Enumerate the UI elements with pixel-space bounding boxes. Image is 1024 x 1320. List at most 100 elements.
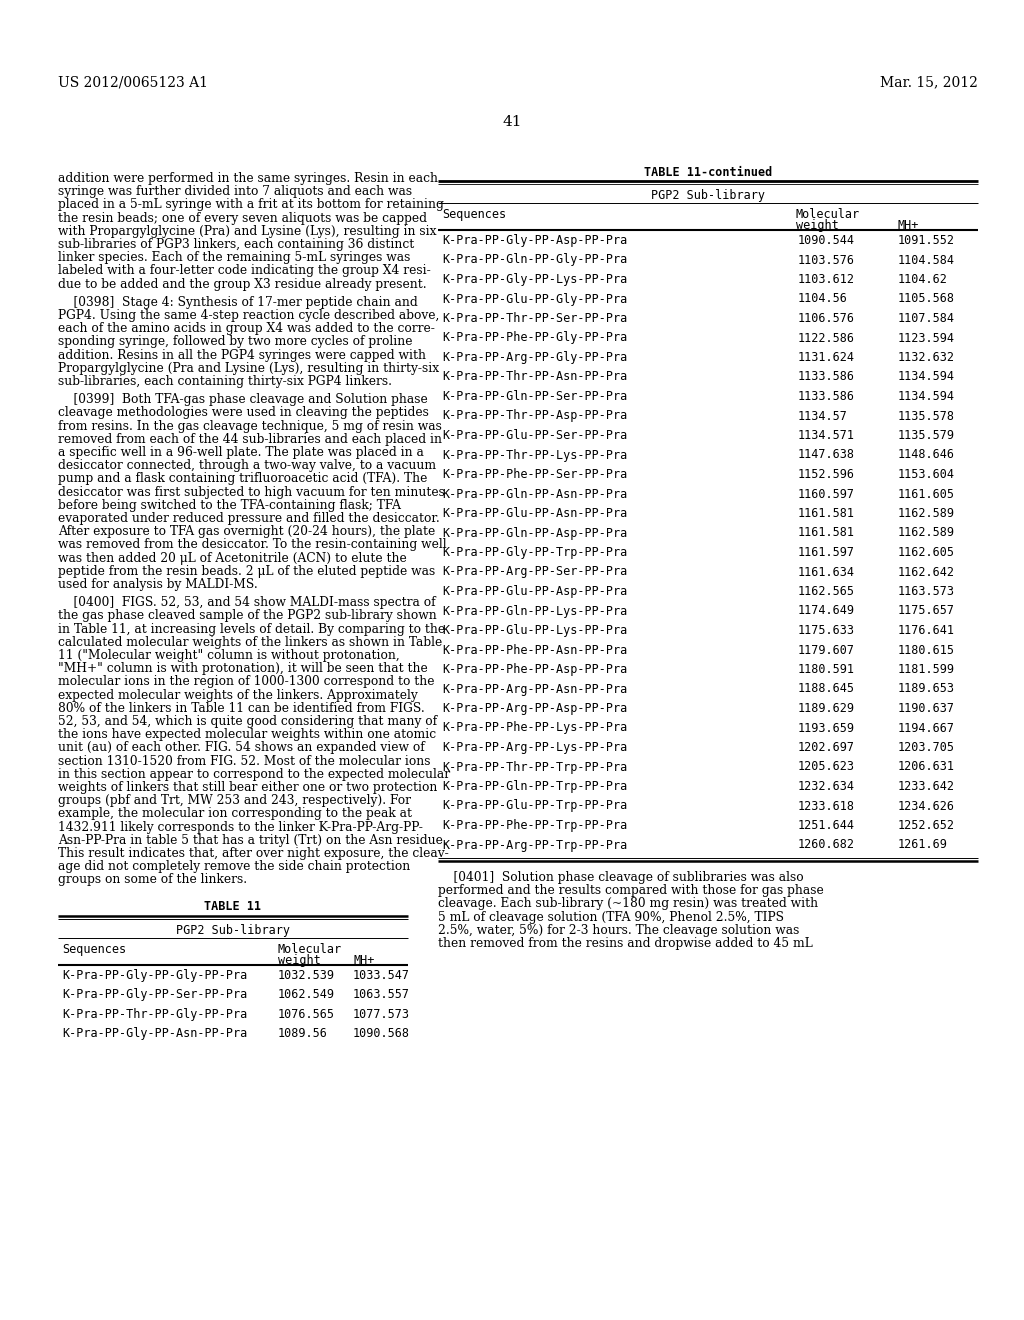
Text: K-Pra-PP-Phe-PP-Gly-PP-Pra: K-Pra-PP-Phe-PP-Gly-PP-Pra [442, 331, 628, 345]
Text: then removed from the resins and dropwise added to 45 mL: then removed from the resins and dropwis… [438, 937, 813, 950]
Text: 1033.547: 1033.547 [353, 969, 410, 982]
Text: 1062.549: 1062.549 [278, 989, 335, 1001]
Text: 1091.552: 1091.552 [898, 234, 955, 247]
Text: 1122.586: 1122.586 [798, 331, 855, 345]
Text: [0401]  Solution phase cleavage of sublibraries was also: [0401] Solution phase cleavage of sublib… [438, 871, 804, 884]
Text: addition. Resins in all the PGP4 syringes were capped with: addition. Resins in all the PGP4 syringe… [58, 348, 426, 362]
Text: 1161.605: 1161.605 [898, 487, 955, 500]
Text: 1189.653: 1189.653 [898, 682, 955, 696]
Text: 1147.638: 1147.638 [798, 449, 855, 462]
Text: 1134.571: 1134.571 [798, 429, 855, 442]
Text: was then added 20 μL of Acetonitrile (ACN) to elute the: was then added 20 μL of Acetonitrile (AC… [58, 552, 407, 565]
Text: TABLE 11-continued: TABLE 11-continued [644, 166, 772, 180]
Text: 1162.589: 1162.589 [898, 527, 955, 540]
Text: was removed from the desiccator. To the resin-containing well: was removed from the desiccator. To the … [58, 539, 446, 552]
Text: expected molecular weights of the linkers. Approximately: expected molecular weights of the linker… [58, 689, 418, 702]
Text: PGP2 Sub-library: PGP2 Sub-library [176, 924, 290, 937]
Text: 1090.544: 1090.544 [798, 234, 855, 247]
Text: K-Pra-PP-Gly-PP-Trp-PP-Pra: K-Pra-PP-Gly-PP-Trp-PP-Pra [442, 546, 628, 558]
Text: 1090.568: 1090.568 [353, 1027, 410, 1040]
Text: K-Pra-PP-Phe-PP-Lys-PP-Pra: K-Pra-PP-Phe-PP-Lys-PP-Pra [442, 722, 628, 734]
Text: calculated molecular weights of the linkers as shown in Table: calculated molecular weights of the link… [58, 636, 442, 649]
Text: 1252.652: 1252.652 [898, 818, 955, 832]
Text: 1103.576: 1103.576 [798, 253, 855, 267]
Text: 1107.584: 1107.584 [898, 312, 955, 325]
Text: 1205.623: 1205.623 [798, 760, 855, 774]
Text: unit (au) of each other. FIG. 54 shows an expanded view of: unit (au) of each other. FIG. 54 shows a… [58, 742, 425, 755]
Text: 1203.705: 1203.705 [898, 741, 955, 754]
Text: the resin beads; one of every seven aliquots was be capped: the resin beads; one of every seven aliq… [58, 211, 427, 224]
Text: 1134.594: 1134.594 [898, 389, 955, 403]
Text: 1131.624: 1131.624 [798, 351, 855, 364]
Text: K-Pra-PP-Arg-PP-Gly-PP-Pra: K-Pra-PP-Arg-PP-Gly-PP-Pra [442, 351, 628, 364]
Text: K-Pra-PP-Thr-PP-Lys-PP-Pra: K-Pra-PP-Thr-PP-Lys-PP-Pra [442, 449, 628, 462]
Text: performed and the results compared with those for gas phase: performed and the results compared with … [438, 884, 823, 898]
Text: 1161.597: 1161.597 [798, 546, 855, 558]
Text: in this section appear to correspond to the expected molecular: in this section appear to correspond to … [58, 768, 451, 781]
Text: 1133.586: 1133.586 [798, 371, 855, 384]
Text: K-Pra-PP-Phe-PP-Trp-PP-Pra: K-Pra-PP-Phe-PP-Trp-PP-Pra [442, 818, 628, 832]
Text: K-Pra-PP-Phe-PP-Ser-PP-Pra: K-Pra-PP-Phe-PP-Ser-PP-Pra [442, 469, 628, 480]
Text: TABLE 11: TABLE 11 [205, 900, 261, 912]
Text: 1162.642: 1162.642 [898, 565, 955, 578]
Text: sponding syringe, followed by two more cycles of proline: sponding syringe, followed by two more c… [58, 335, 413, 348]
Text: 1179.607: 1179.607 [798, 644, 855, 656]
Text: weight: weight [796, 219, 839, 232]
Text: 1106.576: 1106.576 [798, 312, 855, 325]
Text: Sequences: Sequences [62, 942, 126, 956]
Text: 1135.578: 1135.578 [898, 409, 955, 422]
Text: 1077.573: 1077.573 [353, 1007, 410, 1020]
Text: 1134.57: 1134.57 [798, 409, 848, 422]
Text: Asn-PP-Pra in table 5 that has a trityl (Trt) on the Asn residue.: Asn-PP-Pra in table 5 that has a trityl … [58, 834, 446, 847]
Text: K-Pra-PP-Gln-PP-Asp-PP-Pra: K-Pra-PP-Gln-PP-Asp-PP-Pra [442, 527, 628, 540]
Text: 1132.632: 1132.632 [898, 351, 955, 364]
Text: 1189.629: 1189.629 [798, 702, 855, 715]
Text: 41: 41 [502, 115, 522, 129]
Text: section 1310-1520 from FIG. 52. Most of the molecular ions: section 1310-1520 from FIG. 52. Most of … [58, 755, 430, 768]
Text: 1105.568: 1105.568 [898, 293, 955, 305]
Text: desiccator was first subjected to high vacuum for ten minutes: desiccator was first subjected to high v… [58, 486, 444, 499]
Text: 1103.612: 1103.612 [798, 273, 855, 286]
Text: used for analysis by MALDI-MS.: used for analysis by MALDI-MS. [58, 578, 258, 591]
Text: 1133.586: 1133.586 [798, 389, 855, 403]
Text: [0398]  Stage 4: Synthesis of 17-mer peptide chain and: [0398] Stage 4: Synthesis of 17-mer pept… [58, 296, 418, 309]
Text: K-Pra-PP-Gln-PP-Ser-PP-Pra: K-Pra-PP-Gln-PP-Ser-PP-Pra [442, 389, 628, 403]
Text: example, the molecular ion corresponding to the peak at: example, the molecular ion corresponding… [58, 808, 412, 821]
Text: groups (pbf and Trt, MW 253 and 243, respectively). For: groups (pbf and Trt, MW 253 and 243, res… [58, 795, 411, 808]
Text: 1202.697: 1202.697 [798, 741, 855, 754]
Text: Propargylglycine (Pra and Lysine (Lys), resulting in thirty-six: Propargylglycine (Pra and Lysine (Lys), … [58, 362, 439, 375]
Text: 1175.633: 1175.633 [798, 624, 855, 638]
Text: 1152.596: 1152.596 [798, 469, 855, 480]
Text: 1174.649: 1174.649 [798, 605, 855, 618]
Text: cleavage. Each sub-library (~180 mg resin) was treated with: cleavage. Each sub-library (~180 mg resi… [438, 898, 818, 911]
Text: K-Pra-PP-Arg-PP-Trp-PP-Pra: K-Pra-PP-Arg-PP-Trp-PP-Pra [442, 838, 628, 851]
Text: This result indicates that, after over night exposure, the cleav-: This result indicates that, after over n… [58, 847, 449, 861]
Text: with Propargylglycine (Pra) and Lysine (Lys), resulting in six: with Propargylglycine (Pra) and Lysine (… [58, 224, 436, 238]
Text: cleavage methodologies were used in cleaving the peptides: cleavage methodologies were used in clea… [58, 407, 429, 420]
Text: K-Pra-PP-Arg-PP-Asp-PP-Pra: K-Pra-PP-Arg-PP-Asp-PP-Pra [442, 702, 628, 715]
Text: K-Pra-PP-Gly-PP-Asn-PP-Pra: K-Pra-PP-Gly-PP-Asn-PP-Pra [62, 1027, 247, 1040]
Text: 1194.667: 1194.667 [898, 722, 955, 734]
Text: 1181.599: 1181.599 [898, 663, 955, 676]
Text: in Table 11, at increasing levels of detail. By comparing to the: in Table 11, at increasing levels of det… [58, 623, 445, 636]
Text: K-Pra-PP-Glu-PP-Asn-PP-Pra: K-Pra-PP-Glu-PP-Asn-PP-Pra [442, 507, 628, 520]
Text: K-Pra-PP-Glu-PP-Gly-PP-Pra: K-Pra-PP-Glu-PP-Gly-PP-Pra [442, 293, 628, 305]
Text: MH+: MH+ [898, 219, 920, 232]
Text: weight: weight [278, 953, 321, 966]
Text: MH+: MH+ [353, 953, 375, 966]
Text: Molecular: Molecular [796, 209, 860, 220]
Text: 1206.631: 1206.631 [898, 760, 955, 774]
Text: Mar. 15, 2012: Mar. 15, 2012 [880, 75, 978, 88]
Text: K-Pra-PP-Thr-PP-Gly-PP-Pra: K-Pra-PP-Thr-PP-Gly-PP-Pra [62, 1007, 247, 1020]
Text: addition were performed in the same syringes. Resin in each: addition were performed in the same syri… [58, 172, 438, 185]
Text: [0399]  Both TFA-gas phase cleavage and Solution phase: [0399] Both TFA-gas phase cleavage and S… [58, 393, 428, 407]
Text: 1104.56: 1104.56 [798, 293, 848, 305]
Text: 1432.911 likely corresponds to the linker K-Pra-PP-Arg-PP-: 1432.911 likely corresponds to the linke… [58, 821, 423, 834]
Text: K-Pra-PP-Glu-PP-Asp-PP-Pra: K-Pra-PP-Glu-PP-Asp-PP-Pra [442, 585, 628, 598]
Text: 1162.565: 1162.565 [798, 585, 855, 598]
Text: K-Pra-PP-Thr-PP-Asn-PP-Pra: K-Pra-PP-Thr-PP-Asn-PP-Pra [442, 371, 628, 384]
Text: removed from each of the 44 sub-libraries and each placed in: removed from each of the 44 sub-librarie… [58, 433, 442, 446]
Text: 1104.584: 1104.584 [898, 253, 955, 267]
Text: 1161.581: 1161.581 [798, 527, 855, 540]
Text: from resins. In the gas cleavage technique, 5 mg of resin was: from resins. In the gas cleavage techniq… [58, 420, 442, 433]
